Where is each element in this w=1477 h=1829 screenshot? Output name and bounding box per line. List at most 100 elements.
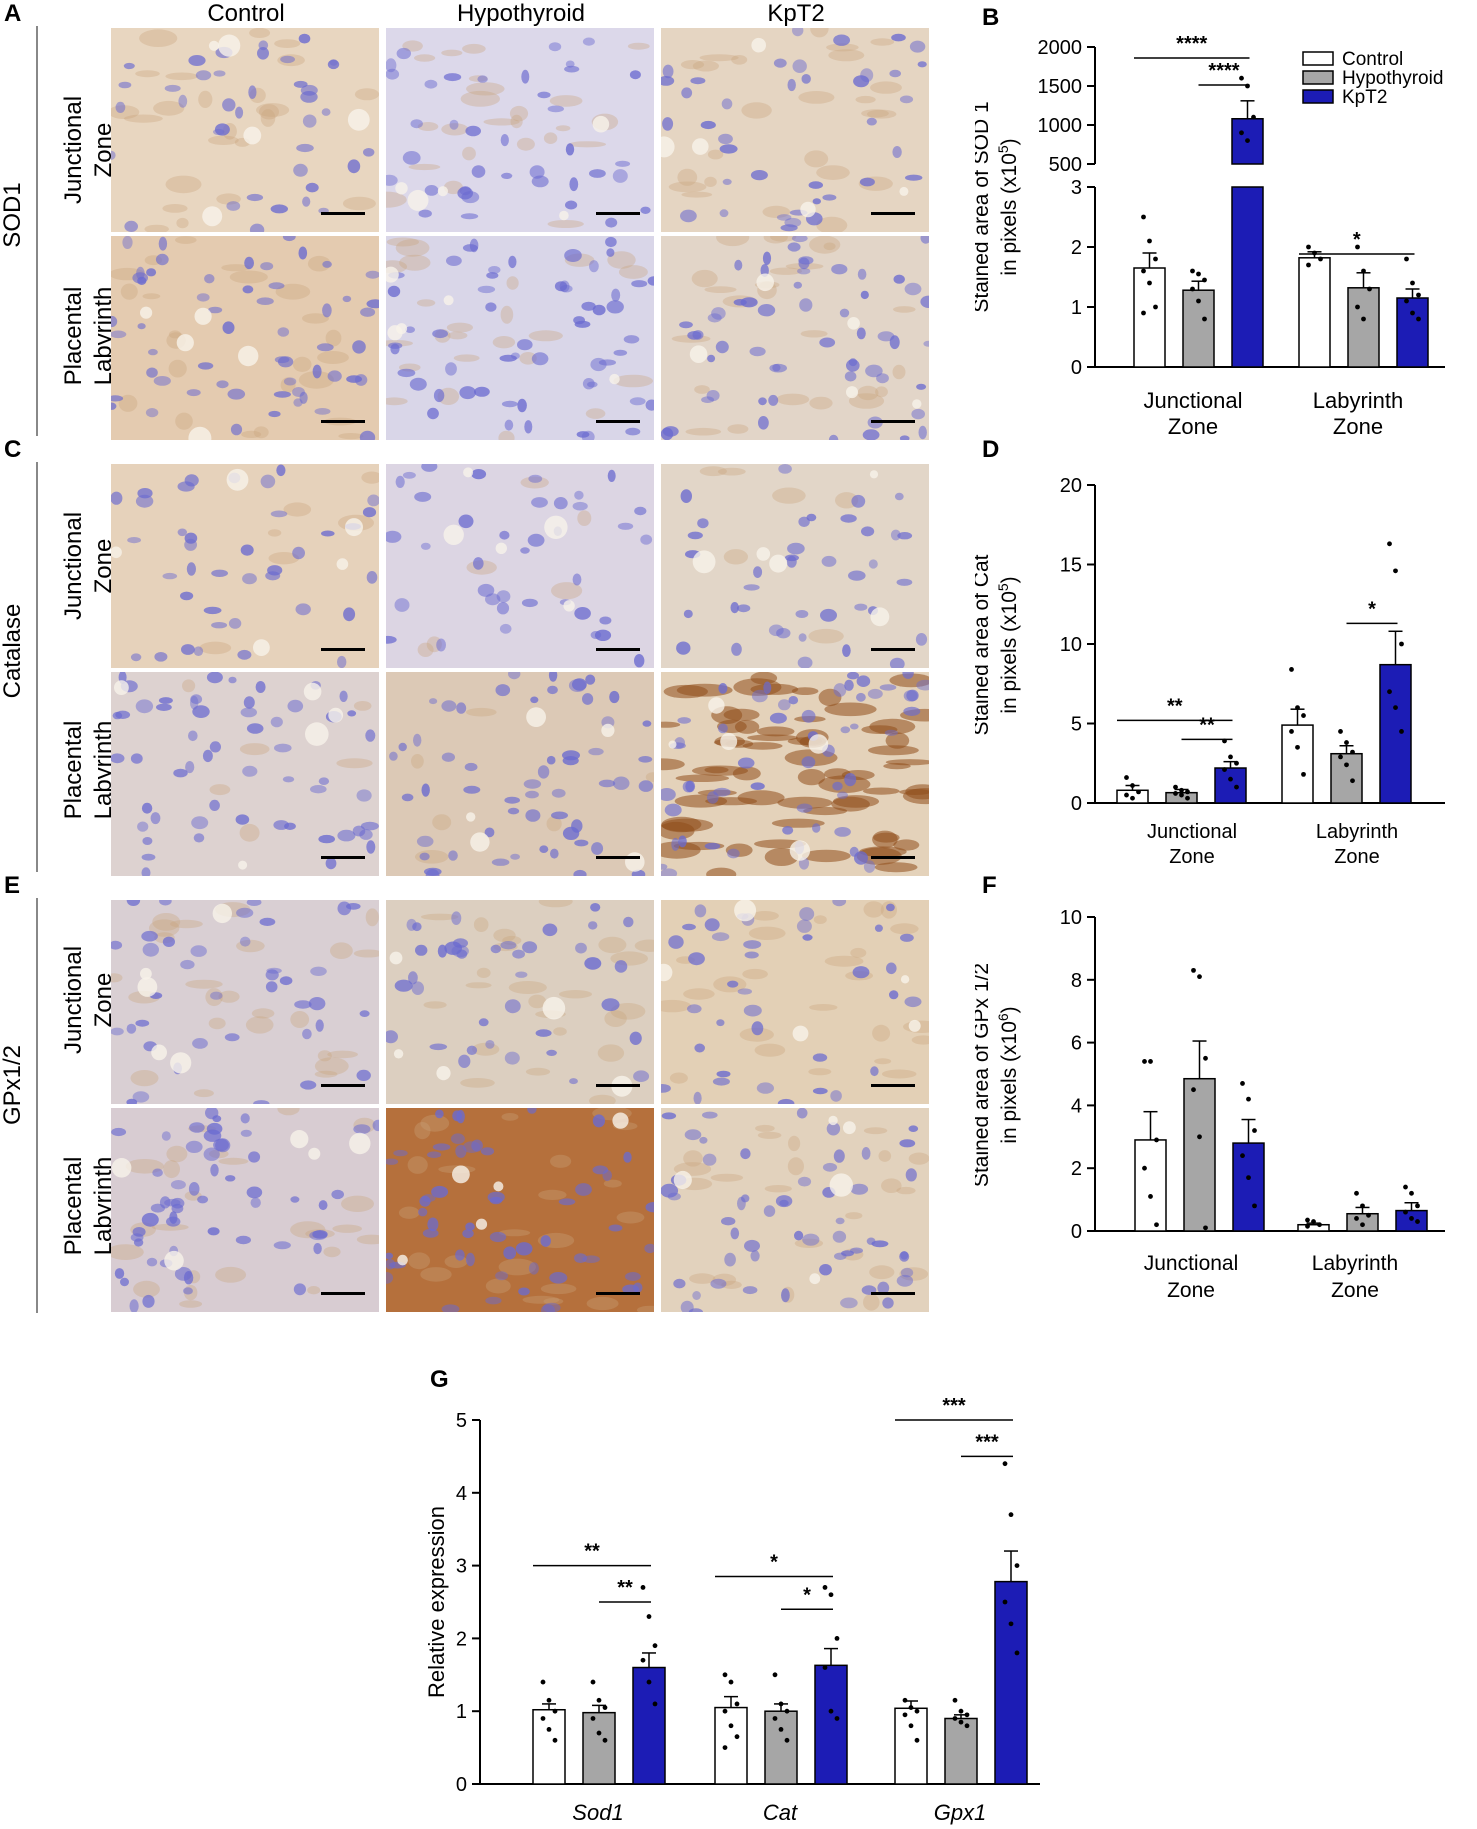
data-point	[652, 1701, 658, 1707]
micrograph-tile	[386, 1108, 654, 1312]
y-tick-label: 2000	[1038, 37, 1083, 59]
data-point	[1228, 754, 1233, 760]
data-point	[964, 1723, 970, 1729]
scale-bar	[321, 856, 365, 859]
y-axis-title: Relative expression	[424, 1506, 449, 1698]
scale-bar	[596, 212, 640, 215]
x-category-label: Sod1	[572, 1800, 623, 1825]
data-point	[1014, 1563, 1020, 1568]
x-category-label: Cat	[763, 1800, 798, 1825]
micrograph-tile	[386, 28, 654, 232]
data-point	[1203, 1055, 1208, 1061]
data-point	[1305, 1223, 1310, 1229]
data-point	[1141, 310, 1146, 316]
bar-lower-segment	[1231, 186, 1264, 368]
y-tick-label: 3	[1071, 177, 1082, 199]
data-point	[834, 1716, 840, 1721]
significance-label: **	[584, 1541, 600, 1563]
row-label-sod1-labyrinth: Placental Labyrinth	[60, 286, 117, 386]
data-point	[646, 1679, 652, 1685]
scale-bar	[596, 648, 640, 651]
data-point	[1387, 689, 1392, 695]
data-point	[602, 1737, 608, 1743]
data-point	[1416, 292, 1421, 298]
legend-swatch	[1302, 89, 1334, 104]
y-tick-label: 4	[1071, 1095, 1082, 1117]
data-point	[1147, 280, 1152, 286]
data-point	[1338, 729, 1343, 734]
data-point	[640, 1585, 646, 1590]
data-point	[1354, 1216, 1359, 1221]
bar	[1214, 767, 1247, 804]
data-point	[1416, 316, 1421, 322]
bar	[582, 1711, 616, 1785]
y-tick-label: 0	[1071, 1221, 1082, 1243]
data-point	[1141, 214, 1146, 220]
data-point	[1008, 1621, 1014, 1627]
data-point	[1306, 244, 1311, 250]
data-point	[1142, 1165, 1147, 1171]
chart-f-gpx: 0 2 4 6 8 10 Stained area of GPx 1/2in pixels …	[975, 907, 1445, 1302]
bar	[994, 1580, 1028, 1785]
data-point	[1344, 762, 1349, 768]
scale-bar	[321, 212, 365, 215]
data-point	[1361, 268, 1366, 274]
scale-bar	[871, 1292, 915, 1295]
column-title-kpt2: KpT2	[767, 0, 825, 27]
significance-label: *	[770, 1552, 778, 1574]
scale-bar	[596, 856, 640, 859]
micrograph-tile	[111, 1108, 379, 1312]
y-tick-label: 20	[1060, 475, 1082, 497]
data-point	[1360, 1222, 1365, 1228]
bar	[1281, 724, 1314, 804]
data-point	[1399, 641, 1404, 647]
legend-swatch	[1302, 51, 1334, 66]
data-point	[722, 1708, 728, 1714]
data-point	[1130, 795, 1135, 801]
data-point	[778, 1727, 784, 1732]
data-point	[1185, 789, 1190, 795]
y-tick-label: 500	[1049, 154, 1082, 176]
data-point	[1360, 1203, 1365, 1209]
data-point	[828, 1592, 834, 1598]
data-point	[822, 1585, 828, 1590]
data-point	[1153, 256, 1158, 262]
data-point	[1196, 298, 1201, 304]
micrograph-tile	[111, 236, 379, 440]
data-point	[1196, 271, 1201, 277]
scale-bar	[321, 648, 365, 651]
data-point	[1355, 244, 1360, 250]
micrograph-tile	[386, 236, 654, 440]
x-category-label: Labyrinth	[1312, 1252, 1398, 1275]
bar	[1297, 1223, 1330, 1232]
significance-label: ****	[1208, 60, 1239, 82]
data-point	[1130, 783, 1135, 788]
data-point	[914, 1708, 920, 1714]
row-label-sod1-junctional: Junctional Zone	[60, 95, 117, 205]
data-point	[1305, 1217, 1310, 1223]
data-point	[1366, 1212, 1371, 1218]
data-point	[1403, 1184, 1408, 1190]
data-point	[540, 1716, 546, 1721]
data-point	[1148, 1059, 1153, 1064]
row-label-gpx-junctional: Junctional Zone	[60, 945, 117, 1055]
significance-label: **	[1199, 714, 1215, 736]
data-point	[828, 1708, 834, 1714]
data-point	[1415, 1203, 1420, 1209]
row-label-catalase-labyrinth: Placental Labyrinth	[60, 720, 117, 820]
data-point	[1153, 304, 1158, 310]
y-tick-label: 1500	[1038, 76, 1083, 98]
scale-bar	[321, 420, 365, 423]
data-point	[1338, 754, 1343, 760]
data-point	[908, 1723, 914, 1729]
row-group-label-catalase: Catalase	[0, 603, 26, 699]
data-point	[1002, 1461, 1008, 1467]
data-point	[1203, 1225, 1208, 1231]
micrograph-tile	[661, 900, 929, 1104]
data-point	[1147, 238, 1152, 244]
column-title-control: Control	[207, 0, 285, 27]
data-point	[1409, 1190, 1414, 1196]
bar	[1330, 752, 1363, 804]
data-point	[1350, 749, 1355, 755]
